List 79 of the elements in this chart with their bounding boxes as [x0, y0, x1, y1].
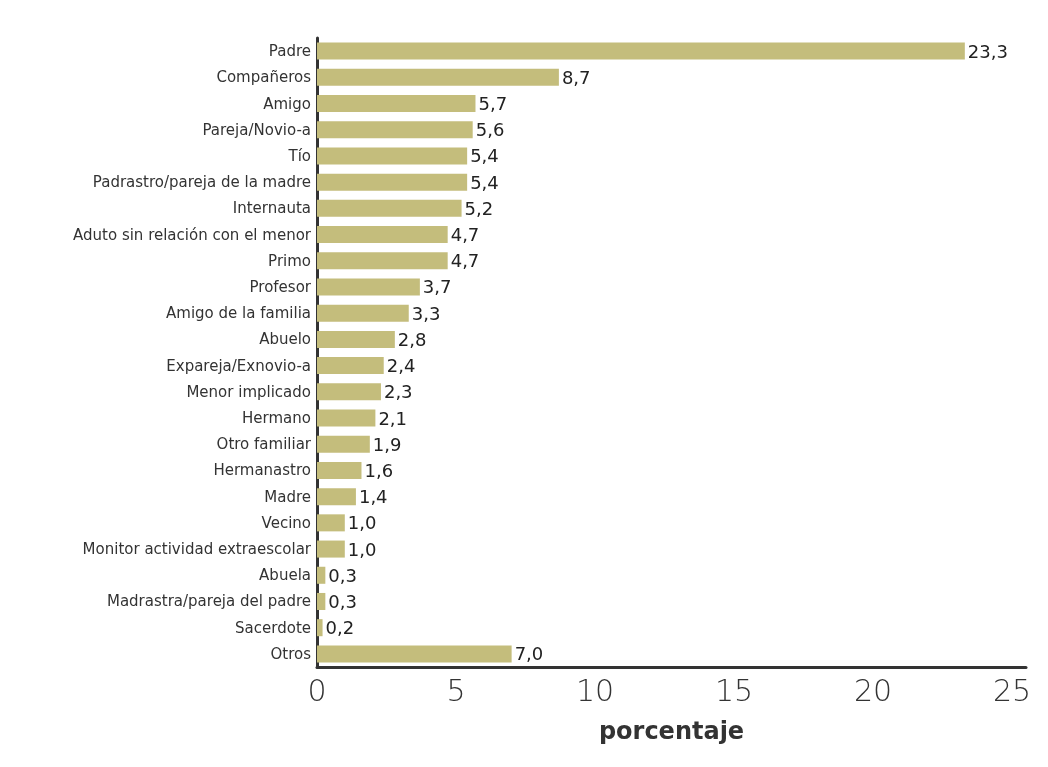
- data-label: 7,0: [514, 643, 544, 665]
- data-label: 5,4: [470, 171, 499, 193]
- y-tick-label: Hermano: [242, 409, 311, 428]
- bar: [317, 461, 362, 479]
- y-tick-label: Aduto sin relación con el menor: [73, 225, 312, 244]
- data-label: 1,6: [364, 459, 394, 481]
- bar: [317, 68, 559, 86]
- data-label: 2,1: [378, 407, 408, 429]
- data-label: 5,2: [464, 197, 494, 219]
- y-tick-label: Madre: [264, 487, 311, 506]
- y-tick-label: Primo: [268, 251, 311, 270]
- data-label: 4,7: [450, 224, 480, 246]
- y-tick-label: Amigo: [263, 94, 311, 113]
- y-tick-label: Madrastra/pareja del padre: [106, 592, 311, 611]
- y-tick-label: Internauta: [232, 199, 311, 218]
- data-label: 3,7: [422, 276, 452, 298]
- bar: [317, 42, 965, 60]
- data-label: 23,3: [967, 40, 1008, 62]
- y-tick-label: Sacerdote: [235, 618, 311, 637]
- data-label: 8,7: [561, 66, 591, 88]
- bar: [317, 514, 345, 532]
- bar: [317, 304, 409, 322]
- y-tick-label: Otro familiar: [216, 435, 312, 454]
- y-tick-label: Padrastro/pareja de la madre: [92, 173, 311, 192]
- data-label: 2,4: [386, 355, 416, 377]
- data-label: 1,0: [347, 538, 377, 560]
- bar: [317, 619, 323, 637]
- x-tick-label: 10: [575, 672, 615, 708]
- bar: [317, 435, 370, 453]
- y-tick-label: Menor implicado: [186, 382, 311, 401]
- data-label: 5,7: [478, 93, 508, 115]
- bar: [317, 95, 476, 113]
- x-axis-title: porcentaje: [598, 717, 745, 745]
- y-tick-label: Vecino: [261, 513, 311, 532]
- x-tick-label: 15: [714, 672, 754, 708]
- bar: [317, 383, 381, 401]
- y-tick-label: Amigo de la familia: [166, 304, 311, 323]
- bar: [317, 409, 376, 427]
- bar: [317, 330, 395, 348]
- bar: [317, 540, 345, 558]
- bar: [317, 278, 420, 296]
- data-label: 0,2: [325, 617, 355, 639]
- bar: [317, 592, 326, 610]
- data-label: 0,3: [328, 564, 357, 586]
- data-label: 5,4: [470, 145, 499, 167]
- data-label: 5,6: [475, 119, 505, 141]
- data-label: 1,4: [358, 486, 388, 508]
- x-tick-label: 0: [307, 672, 327, 708]
- bar: [317, 357, 384, 375]
- bar: [317, 147, 468, 165]
- bar: [317, 488, 356, 506]
- data-label: 1,0: [347, 512, 377, 534]
- bar: [317, 121, 473, 139]
- data-label: 4,7: [450, 250, 480, 272]
- bar: [317, 199, 462, 217]
- x-tick-label: 25: [993, 672, 1032, 708]
- y-tick-label: Compañeros: [216, 68, 312, 87]
- data-label: 1,9: [372, 433, 402, 455]
- y-tick-label: Abuela: [259, 566, 311, 585]
- data-label: 3,3: [411, 302, 441, 324]
- data-label: 2,8: [397, 328, 427, 350]
- y-tick-label: Profesor: [249, 277, 312, 296]
- y-tick-label: Hermanastro: [213, 461, 311, 480]
- bar: [317, 252, 448, 270]
- data-label: 2,3: [383, 381, 413, 403]
- y-tick-label: Otros: [270, 644, 312, 663]
- bar: [317, 566, 326, 584]
- y-tick-label: Tío: [287, 146, 311, 165]
- y-tick-label: Pareja/Novio-a: [202, 120, 311, 139]
- x-tick-label: 20: [853, 672, 893, 708]
- data-label: 0,3: [328, 590, 357, 612]
- bar: [317, 173, 468, 191]
- y-tick-label: Padre: [268, 42, 311, 61]
- bar: [317, 645, 512, 663]
- y-tick-label: Monitor actividad extraescolar: [82, 540, 312, 559]
- x-tick-label: 5: [446, 672, 466, 708]
- bar: [317, 226, 448, 244]
- y-tick-label: Abuelo: [259, 330, 311, 349]
- y-tick-label: Expareja/Exnovio-a: [166, 356, 311, 375]
